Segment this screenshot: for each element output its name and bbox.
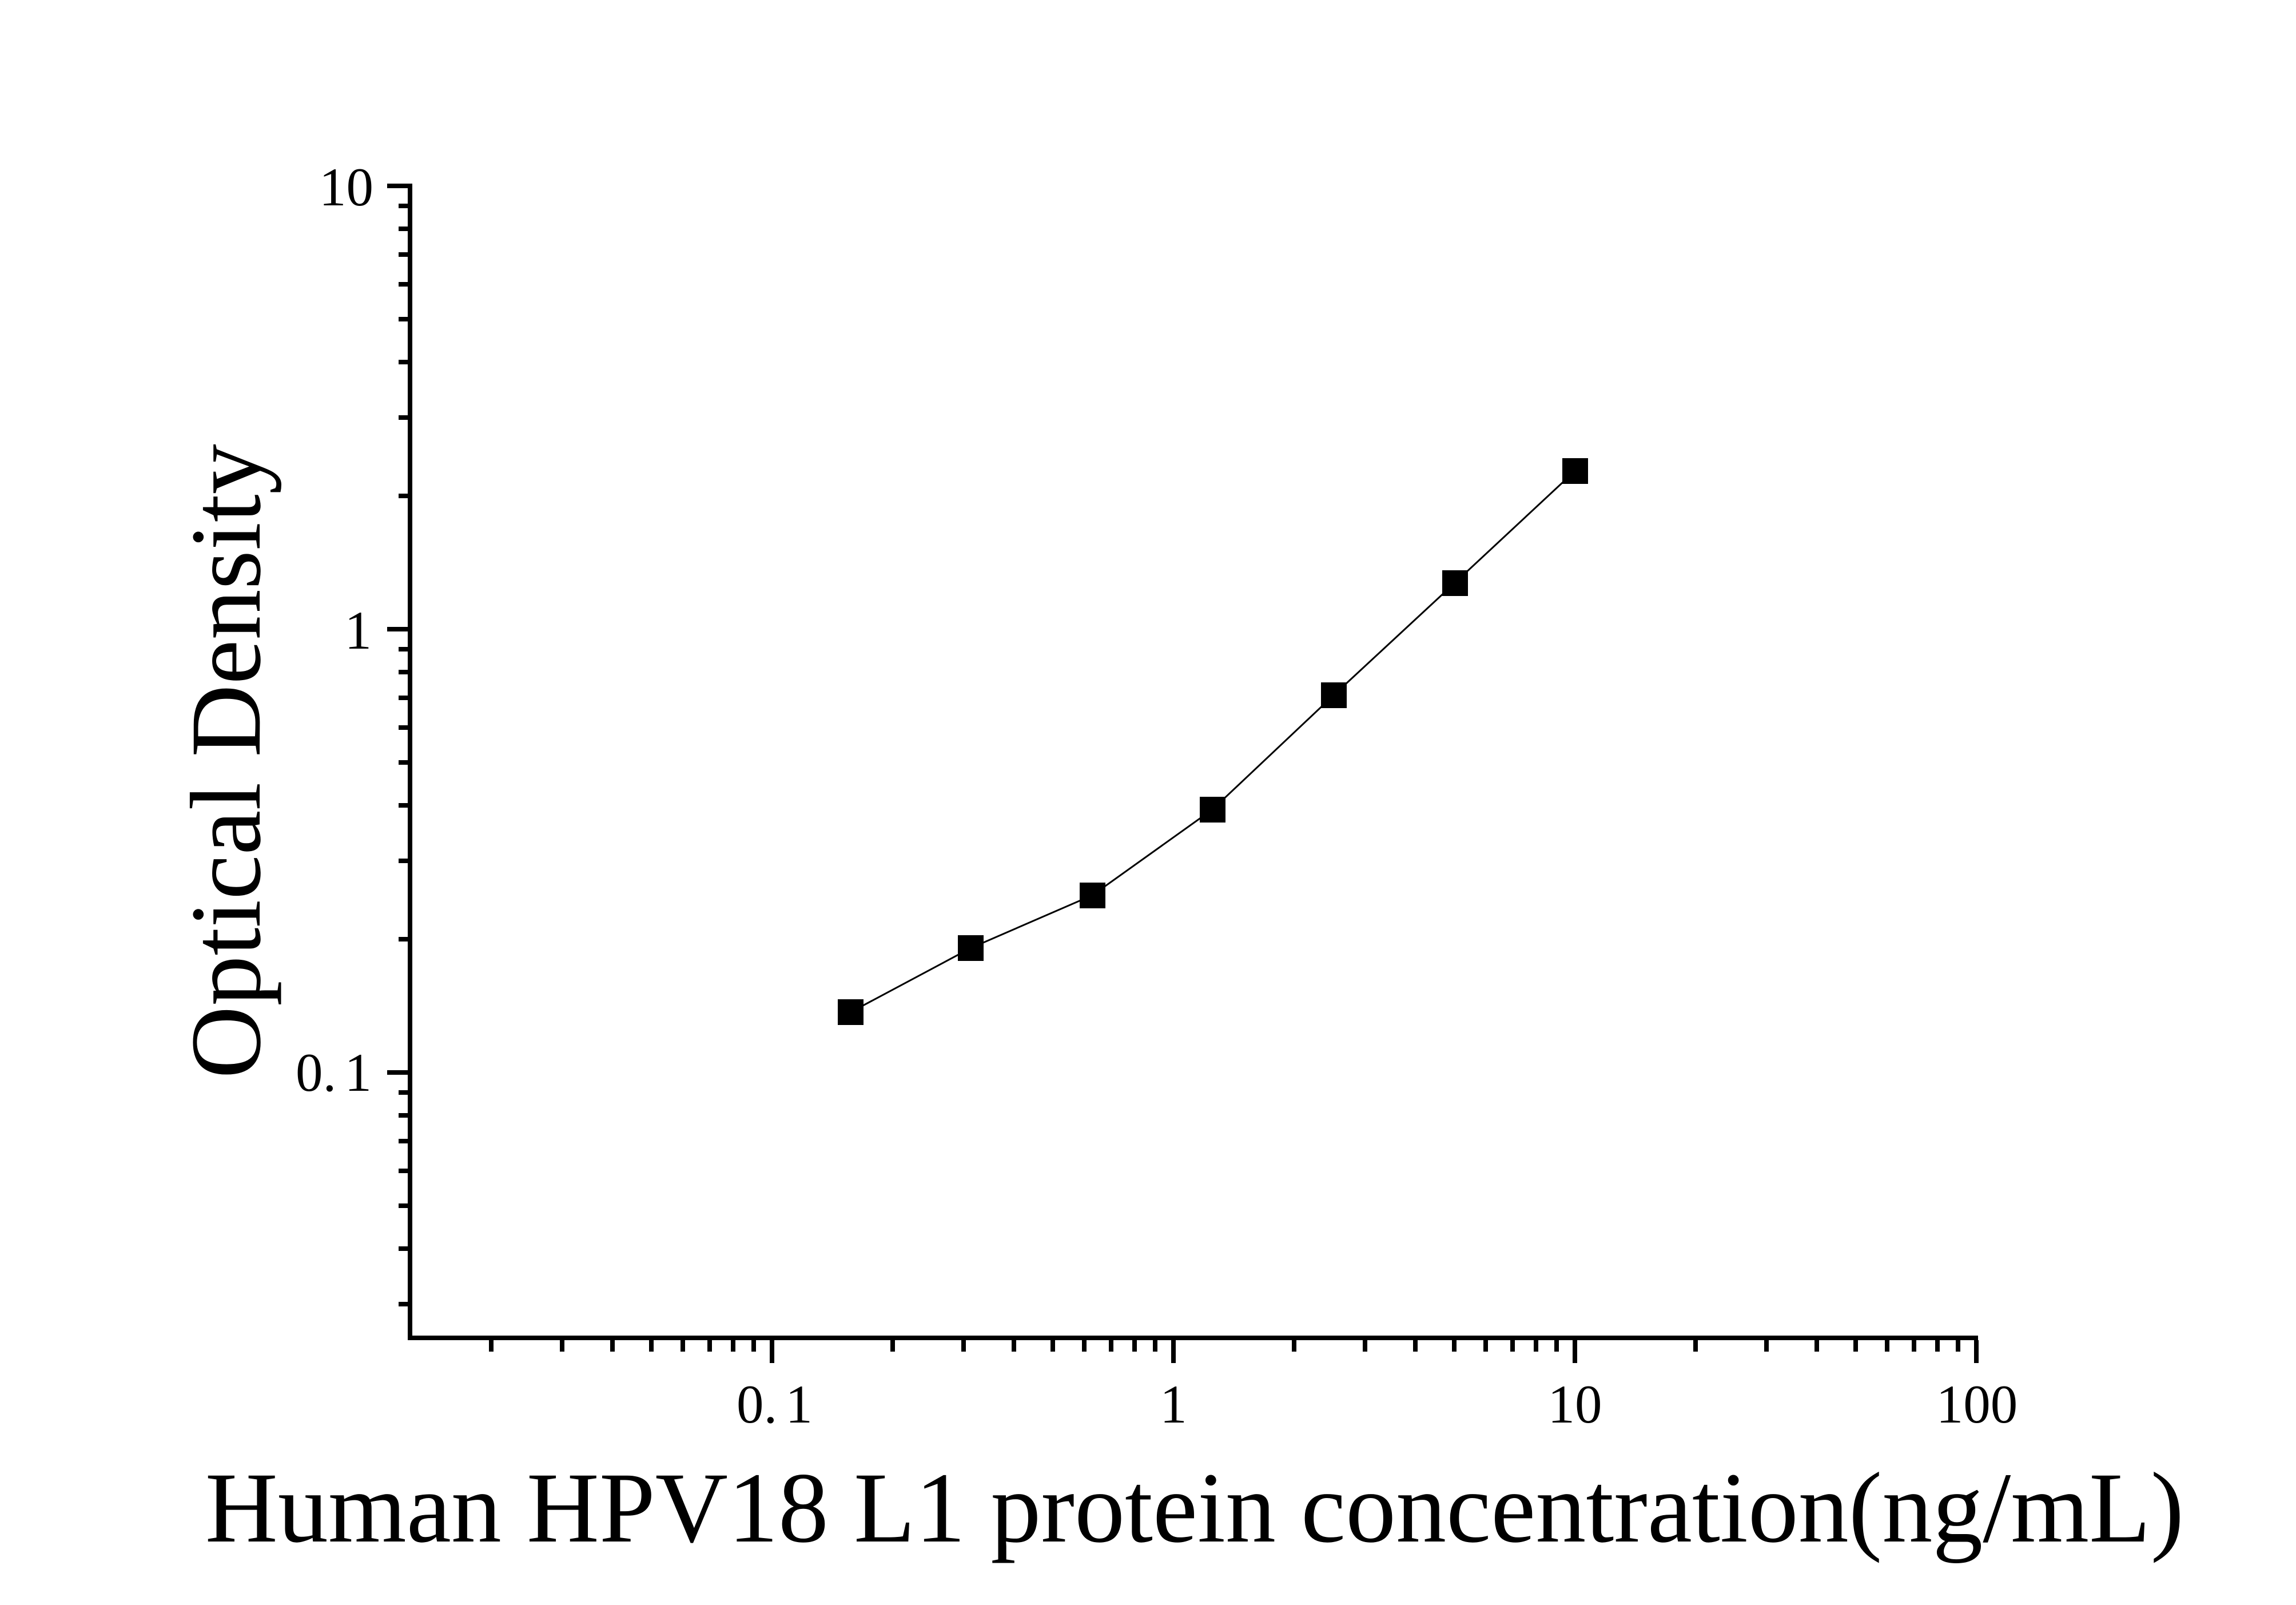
svg-text:0.: 0.	[296, 1042, 336, 1103]
svg-text:Optical Density: Optical Density	[170, 444, 282, 1079]
svg-text:100: 100	[1936, 1374, 2018, 1435]
svg-text:1: 1	[1160, 1374, 1187, 1435]
svg-text:1: 1	[786, 1374, 813, 1435]
svg-text:1: 1	[345, 1042, 372, 1103]
svg-text:10: 10	[319, 157, 373, 217]
svg-text:1: 1	[345, 600, 372, 661]
svg-text:Human HPV18 L1 protein concent: Human HPV18 L1 protein concentration(ng/…	[205, 1452, 2184, 1564]
svg-text:10: 10	[1548, 1374, 1602, 1435]
svg-text:0.: 0.	[737, 1374, 777, 1435]
